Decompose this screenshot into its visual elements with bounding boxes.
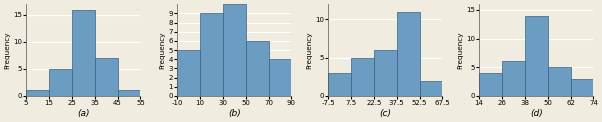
Bar (571, 79, 594, 96)
Bar (95, 58, 117, 96)
X-axis label: (a): (a) (77, 109, 90, 118)
Y-axis label: Frequency: Frequency (306, 31, 312, 69)
Bar (420, 81, 442, 96)
Bar (479, 73, 502, 96)
Bar (268, 59, 291, 96)
Bar (525, 16, 548, 96)
Y-axis label: Frequency: Frequency (457, 31, 463, 69)
Bar (351, 58, 374, 96)
Bar (548, 67, 571, 96)
Bar (117, 91, 140, 96)
Bar (177, 50, 200, 96)
Bar (26, 91, 49, 96)
Bar (200, 13, 223, 96)
X-axis label: (d): (d) (530, 109, 542, 118)
Bar (328, 73, 351, 96)
Bar (223, 4, 246, 96)
X-axis label: (b): (b) (228, 109, 241, 118)
Y-axis label: Frequency: Frequency (160, 31, 166, 69)
Bar (246, 41, 268, 96)
Bar (397, 12, 420, 96)
Bar (502, 61, 525, 96)
Bar (49, 69, 72, 96)
Y-axis label: Frequency: Frequency (4, 31, 10, 69)
Bar (72, 10, 95, 96)
X-axis label: (c): (c) (379, 109, 391, 118)
Bar (374, 50, 397, 96)
